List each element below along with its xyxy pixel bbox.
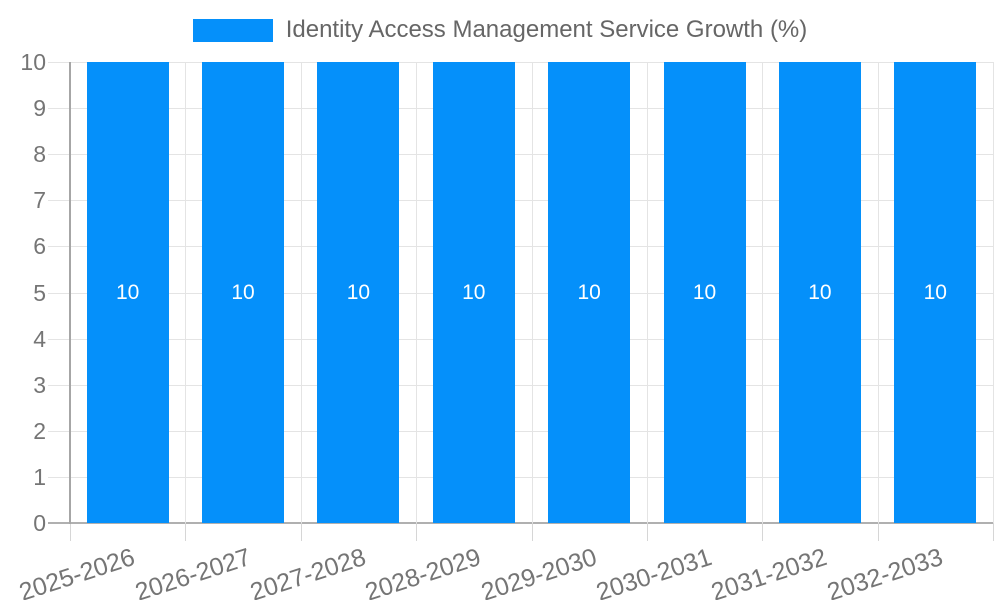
x-tick-label: 2026-2027 (131, 543, 254, 600)
y-axis-line (69, 62, 71, 524)
x-tick-label: 2031-2032 (708, 543, 831, 600)
bar[interactable] (202, 62, 285, 523)
v-gridline (646, 62, 648, 523)
y-tick-label: 9 (33, 95, 46, 122)
y-gridline (48, 476, 993, 478)
y-gridline (48, 338, 993, 340)
y-tick-label: 5 (33, 279, 46, 306)
chart-legend[interactable]: Identity Access Management Service Growt… (0, 16, 1000, 44)
x-tick-mark (70, 523, 71, 541)
y-gridline (48, 62, 993, 63)
y-gridline (48, 430, 993, 432)
bar-value-label: 10 (808, 280, 832, 304)
x-tick-mark (877, 523, 879, 541)
x-tick-mark (531, 523, 533, 541)
y-tick-label: 0 (33, 510, 46, 536)
y-tick-label: 2 (33, 417, 46, 444)
bar-value-label: 10 (116, 280, 140, 304)
x-tick-label: 2032-2033 (823, 543, 946, 600)
y-tick-label: 1 (33, 463, 46, 490)
x-tick-label: 2025-2026 (15, 543, 139, 600)
legend-label: Identity Access Management Service Growt… (285, 16, 808, 43)
y-gridline (48, 154, 993, 156)
v-gridline (762, 62, 764, 523)
x-tick-mark (762, 523, 764, 541)
bar[interactable] (663, 62, 746, 523)
x-tick-mark (300, 523, 302, 541)
x-tick-label: 2028-2029 (362, 543, 485, 600)
y-gridline (48, 292, 993, 294)
bar[interactable] (317, 62, 400, 523)
bar[interactable] (548, 62, 631, 523)
y-tick-label: 8 (33, 141, 46, 168)
bar-value-label: 10 (462, 280, 486, 304)
x-tick-mark (993, 523, 994, 541)
bar[interactable] (86, 62, 169, 523)
x-tick-label: 2029-2030 (477, 543, 600, 600)
bar[interactable] (778, 62, 861, 523)
v-gridline (531, 62, 533, 523)
x-tick-mark (646, 523, 648, 541)
bar[interactable] (432, 62, 515, 523)
y-tick-label: 4 (33, 325, 46, 352)
y-tick-label: 6 (33, 233, 46, 260)
legend-swatch (192, 18, 273, 42)
y-gridline (48, 200, 993, 202)
x-tick-mark (185, 523, 187, 541)
bar-value-label: 10 (577, 280, 601, 304)
y-tick-label: 10 (20, 49, 46, 75)
bar-value-label: 10 (692, 280, 717, 304)
x-tick-label: 2030-2031 (592, 543, 716, 600)
y-tick-label: 7 (33, 187, 46, 214)
y-gridline (48, 246, 993, 248)
v-gridline (877, 62, 879, 523)
x-axis-line (48, 522, 993, 524)
v-gridline (185, 62, 187, 523)
bar-value-label: 10 (231, 280, 255, 304)
v-gridline (300, 62, 302, 523)
y-tick-label: 3 (33, 371, 46, 398)
x-tick-label: 2027-2028 (246, 543, 370, 600)
x-tick-mark (416, 523, 418, 541)
bar[interactable] (894, 62, 977, 523)
y-gridline (48, 384, 993, 386)
bar-value-label: 10 (346, 280, 371, 304)
bar-value-label: 10 (923, 280, 947, 304)
v-gridline (993, 62, 994, 523)
y-gridline (48, 108, 993, 110)
v-gridline (416, 62, 418, 523)
